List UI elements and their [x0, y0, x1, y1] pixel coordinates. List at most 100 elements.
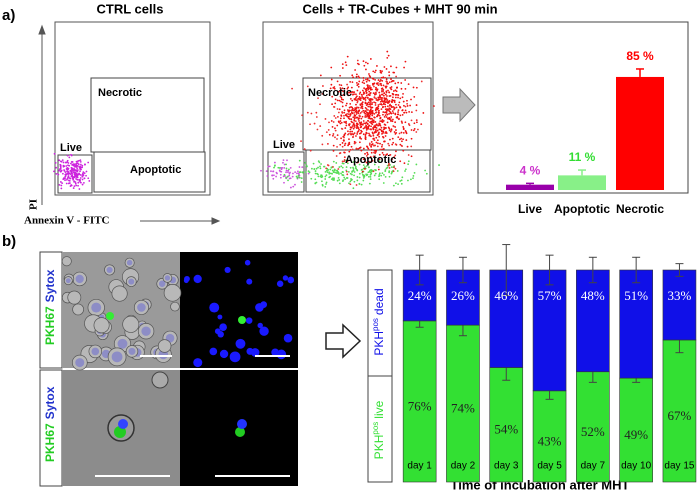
dot	[357, 118, 360, 121]
dot	[356, 101, 359, 104]
dot	[386, 117, 389, 120]
dot	[386, 121, 389, 124]
dot	[368, 142, 371, 145]
dot	[383, 123, 386, 126]
dot	[349, 97, 352, 100]
dot	[287, 169, 290, 172]
dot	[374, 71, 376, 74]
cell	[235, 427, 245, 437]
dot	[338, 121, 340, 124]
dot	[319, 103, 321, 106]
dot	[368, 90, 371, 93]
dot	[384, 175, 387, 178]
dot	[349, 126, 352, 129]
dot	[330, 78, 333, 81]
dot	[373, 112, 376, 115]
dot	[333, 86, 336, 88]
dot	[362, 79, 365, 82]
dot	[283, 163, 286, 166]
dot	[404, 170, 406, 172]
dot	[401, 113, 404, 116]
dot	[360, 137, 363, 140]
dot	[275, 171, 278, 174]
dot	[357, 98, 359, 101]
dot	[369, 113, 372, 116]
dot	[372, 155, 375, 158]
dot	[76, 176, 79, 179]
dot	[342, 98, 344, 101]
dot	[353, 126, 356, 128]
dot	[343, 158, 346, 161]
dot	[363, 160, 366, 163]
dot	[353, 132, 356, 135]
dot	[87, 161, 90, 164]
dot	[391, 171, 393, 174]
value-label: 11 %	[569, 150, 596, 164]
dot	[376, 115, 379, 118]
dot	[424, 169, 427, 172]
dot	[377, 166, 380, 168]
dot	[361, 95, 364, 98]
dot	[82, 174, 85, 177]
dot	[364, 126, 367, 129]
dot	[376, 106, 379, 109]
dot	[404, 79, 407, 81]
dot	[401, 109, 404, 111]
dot	[354, 69, 357, 71]
dot	[372, 70, 375, 73]
dot	[363, 166, 366, 168]
dot	[349, 180, 352, 183]
dot	[413, 122, 416, 125]
dot	[58, 159, 61, 162]
dot	[366, 151, 369, 154]
dot	[384, 76, 387, 79]
dot	[392, 170, 395, 173]
dot	[362, 109, 365, 112]
dot	[350, 118, 353, 121]
dot	[381, 93, 384, 96]
dot	[339, 143, 342, 146]
dot	[327, 164, 330, 167]
dot	[383, 92, 386, 95]
dot	[343, 176, 346, 179]
x-tick-label: day 2	[451, 461, 476, 472]
dot	[59, 163, 62, 166]
dot	[368, 132, 370, 135]
dot	[386, 101, 389, 104]
dot	[369, 178, 372, 181]
dot	[310, 177, 313, 180]
dot	[291, 87, 293, 90]
dot	[392, 71, 395, 74]
dot	[359, 104, 362, 106]
dot	[390, 106, 393, 108]
dot	[396, 113, 399, 116]
dot	[381, 99, 383, 102]
dot	[341, 63, 344, 66]
dot	[344, 127, 347, 129]
dot	[378, 135, 381, 138]
dot	[313, 122, 316, 125]
dot	[343, 151, 346, 154]
dot	[348, 118, 351, 120]
dot	[352, 127, 355, 130]
dot	[364, 152, 366, 155]
dot	[384, 93, 387, 96]
dot	[341, 166, 344, 169]
gate-label: Apoptotic	[345, 154, 396, 166]
dot	[386, 109, 388, 112]
dot	[358, 132, 361, 135]
dot	[339, 74, 342, 77]
dot	[343, 109, 346, 112]
dot	[395, 106, 398, 109]
dot	[340, 137, 343, 140]
dot	[352, 161, 355, 163]
dot	[362, 91, 365, 94]
dot	[376, 65, 378, 67]
dot	[369, 121, 371, 124]
dot	[394, 126, 397, 128]
nucleus	[244, 259, 251, 266]
dot	[351, 74, 354, 77]
nucleus	[219, 323, 227, 332]
dot	[363, 167, 366, 170]
dot	[360, 102, 363, 105]
